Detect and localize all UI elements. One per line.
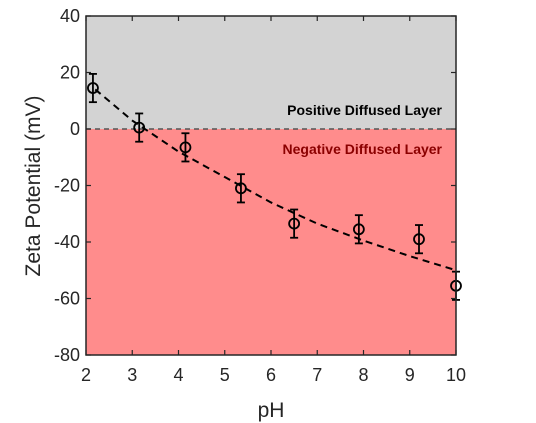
y-tick-label: -60 — [54, 289, 80, 309]
x-tick-label: 8 — [358, 365, 368, 385]
positive-region-label: Positive Diffused Layer — [287, 102, 442, 118]
x-tick-label: 6 — [266, 365, 276, 385]
x-axis-title: pH — [258, 399, 285, 422]
negative-region — [86, 129, 456, 355]
y-tick-label: 0 — [70, 119, 80, 139]
x-tick-label: 5 — [220, 365, 230, 385]
data-point-5 — [288, 208, 301, 239]
ticks-group: 2 3 4 5 6 7 8 9 10 -80 -60 -40 -20 0 20 40 — [54, 6, 466, 385]
y-tick-label: 40 — [60, 6, 80, 26]
data-point-1 — [87, 73, 99, 104]
y-tick-label: 20 — [60, 63, 80, 83]
x-tick-label: 9 — [405, 365, 415, 385]
trend-line-group — [94, 88, 457, 272]
y-tick-label: -40 — [54, 232, 80, 252]
x-tick-label: 2 — [81, 365, 91, 385]
point-marker — [133, 121, 146, 134]
point-marker — [179, 141, 192, 154]
region-labels: Positive Diffused Layer Negative Diffused… — [283, 102, 443, 157]
y-tick-label: -20 — [54, 176, 80, 196]
data-point-6 — [352, 214, 365, 245]
background-regions — [86, 16, 456, 355]
trend-line — [94, 88, 457, 272]
y-axis-title: Zeta Potential (mV) — [22, 96, 45, 277]
x-tick-label: 3 — [127, 365, 137, 385]
positive-region — [86, 16, 456, 129]
point-marker — [235, 182, 247, 195]
data-point-7 — [413, 224, 425, 255]
data-point-3 — [179, 132, 192, 163]
point-marker — [288, 217, 301, 230]
x-tick-label: 4 — [173, 365, 183, 385]
negative-region-label: Negative Diffused Layer — [283, 141, 443, 157]
point-marker — [413, 233, 425, 246]
y-tick-label: -80 — [54, 345, 80, 365]
point-marker — [352, 223, 365, 236]
data-point-4 — [235, 173, 247, 204]
x-tick-label: 10 — [446, 365, 466, 385]
data-point-2 — [133, 112, 146, 143]
x-tick-label: 7 — [312, 365, 322, 385]
point-marker — [87, 82, 99, 94]
